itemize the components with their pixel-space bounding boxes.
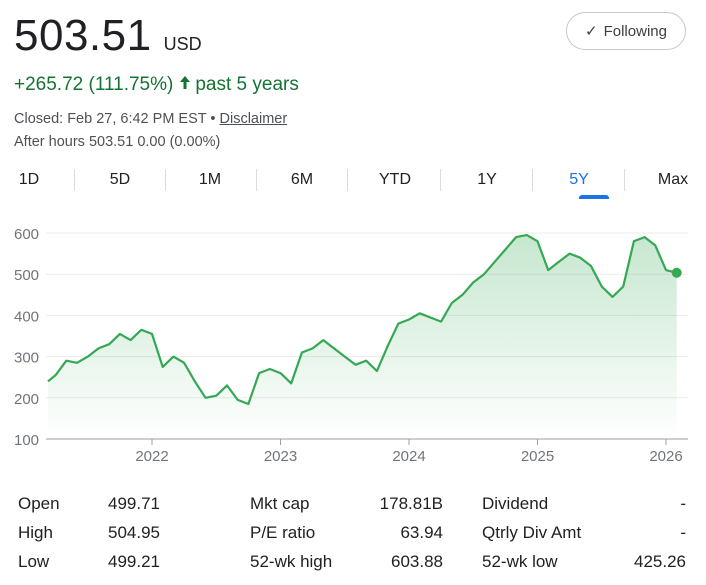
stat-value: 178.81B: [379, 494, 443, 513]
x-tick-label: 2023: [264, 448, 297, 465]
closed-time: Closed: Feb 27, 6:42 PM EST: [14, 111, 207, 127]
tab-divider: [165, 169, 166, 191]
tab-divider: [347, 169, 348, 191]
range-tabs: 1D 5D 1M 6M YTD 1Y 5Y Max: [0, 162, 706, 200]
x-tick-label: 2022: [135, 448, 168, 465]
x-tick-label: 2026: [649, 448, 682, 465]
tab-divider: [256, 169, 257, 191]
arrow-up-icon: [179, 74, 191, 96]
tab-divider: [440, 169, 441, 191]
currency-label: USD: [163, 34, 202, 54]
stat-value: -: [680, 494, 686, 513]
stat-value: 425.26: [634, 552, 686, 571]
tab-1d[interactable]: 1D: [18, 171, 40, 188]
price-chart[interactable]: 600 500 400 300 200 100 2022 2023 2024 2025 2026: [0, 205, 706, 475]
tab-max[interactable]: Max: [657, 171, 689, 188]
market-status: Closed: Feb 27, 6:42 PM EST • Disclaimer: [14, 111, 287, 127]
x-tick-label: 2024: [392, 448, 425, 465]
stat-label: Open: [18, 494, 60, 513]
tab-5d[interactable]: 5D: [109, 171, 131, 188]
y-tick-label: 500: [14, 267, 39, 284]
x-tick-label: 2025: [521, 448, 554, 465]
stat-label: Dividend: [482, 494, 549, 513]
x-axis: 2022 2023 2024 2025 2026: [135, 439, 683, 465]
tab-1y[interactable]: 1Y: [477, 171, 497, 188]
stat-label: Qtrly Div Amt: [482, 523, 582, 542]
price-header: 503.51 USD: [14, 14, 202, 58]
tab-5y[interactable]: 5Y: [569, 171, 589, 188]
stat-value: 504.95: [108, 523, 160, 542]
stat-value: 499.71: [108, 494, 160, 513]
active-tab-indicator: [579, 195, 609, 199]
current-price: 503.51: [14, 11, 152, 60]
tab-divider: [74, 169, 75, 191]
tab-divider: [624, 169, 625, 191]
check-icon: ✓: [585, 23, 598, 40]
y-tick-label: 600: [14, 226, 39, 243]
stat-label: 52-wk high: [250, 552, 333, 571]
y-tick-label: 200: [14, 391, 39, 408]
following-label: Following: [603, 22, 667, 40]
following-button[interactable]: ✓ Following: [566, 12, 686, 50]
separator-dot: •: [210, 111, 216, 127]
current-price-dot: [671, 267, 682, 278]
stat-value: 63.94: [400, 523, 443, 542]
y-axis: 600 500 400 300 200 100: [14, 226, 39, 449]
stat-label: 52-wk low: [482, 552, 558, 571]
stat-label: P/E ratio: [250, 523, 316, 542]
stat-value: -: [680, 523, 686, 542]
price-line: [47, 234, 677, 406]
tab-1m[interactable]: 1M: [198, 171, 222, 188]
stat-value: 603.88: [391, 552, 443, 571]
disclaimer-link[interactable]: Disclaimer: [219, 111, 288, 127]
price-area: [48, 235, 677, 439]
change-value: +265.72 (111.75%): [14, 74, 174, 95]
tab-ytd[interactable]: YTD: [379, 171, 411, 188]
tab-divider: [532, 169, 533, 191]
y-tick-label: 300: [14, 350, 39, 367]
after-hours: After hours 503.51 0.00 (0.00%): [14, 134, 221, 150]
stat-label: Low: [18, 552, 50, 571]
stat-label: Mkt cap: [250, 494, 310, 513]
tab-6m[interactable]: 6M: [290, 171, 314, 188]
stat-label: High: [18, 523, 53, 542]
change-period: past 5 years: [195, 74, 299, 95]
stat-value: 499.21: [108, 552, 160, 571]
y-tick-label: 400: [14, 308, 39, 325]
y-tick-label: 100: [14, 432, 39, 449]
price-change: +265.72 (111.75%) past 5 years: [14, 74, 299, 96]
